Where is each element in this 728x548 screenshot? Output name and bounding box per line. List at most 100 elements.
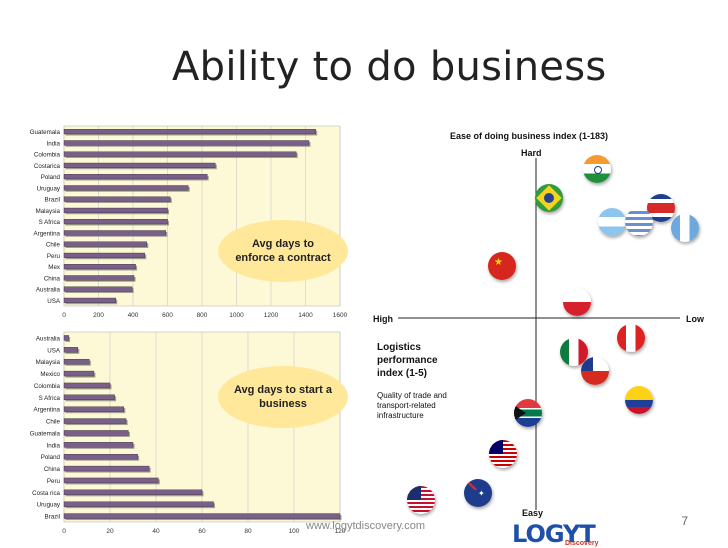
category-label: Poland bbox=[41, 174, 61, 181]
category-label: Brazil bbox=[45, 197, 60, 204]
hard-label: Hard bbox=[521, 148, 542, 158]
bar bbox=[63, 275, 135, 281]
category-label: China bbox=[44, 275, 61, 282]
category-label: Chile bbox=[46, 242, 61, 249]
bar bbox=[63, 230, 166, 236]
bar bbox=[63, 140, 310, 146]
category-label: Poland bbox=[41, 454, 61, 461]
logistics-subtitle: Quality of trade and transport-related i… bbox=[377, 391, 447, 420]
category-label: S Africa bbox=[39, 219, 61, 226]
tick-label: 40 bbox=[152, 528, 160, 535]
category-label: Chile bbox=[46, 419, 61, 426]
category-label: USA bbox=[47, 347, 61, 354]
bar bbox=[63, 286, 133, 292]
tick-label: 120 bbox=[335, 528, 346, 535]
category-label: India bbox=[47, 442, 61, 449]
chile-flag-icon bbox=[581, 357, 609, 385]
footer-url: www.logytdiscovery.com bbox=[306, 520, 425, 532]
bar bbox=[63, 442, 134, 448]
bar bbox=[63, 394, 115, 401]
category-label: Australia bbox=[36, 287, 61, 294]
china-flag-icon: ★ bbox=[488, 252, 516, 280]
start-business-callout: Avg days to start a business bbox=[218, 366, 348, 428]
colombia-flag-icon bbox=[625, 386, 653, 414]
bar bbox=[63, 453, 138, 460]
bar bbox=[63, 185, 189, 191]
bar bbox=[63, 162, 216, 168]
bar bbox=[63, 174, 208, 180]
category-label: Uruguay bbox=[37, 502, 61, 509]
bar bbox=[63, 196, 171, 202]
tick-label: 0 bbox=[62, 312, 66, 319]
bar bbox=[63, 129, 316, 135]
category-label: India bbox=[47, 140, 61, 147]
tick-label: 1600 bbox=[333, 312, 348, 319]
tick-label: 400 bbox=[128, 312, 139, 319]
tick-label: 0 bbox=[62, 528, 66, 535]
guatemala-flag-icon bbox=[671, 214, 699, 242]
category-label: Australia bbox=[36, 335, 61, 342]
bar bbox=[63, 430, 129, 436]
category-label: Costa rica bbox=[32, 490, 60, 497]
category-label: Malaysia bbox=[36, 359, 61, 366]
bar bbox=[63, 297, 116, 303]
bar bbox=[63, 418, 127, 424]
tick-label: 1200 bbox=[264, 312, 279, 319]
bar bbox=[63, 465, 150, 472]
poland-flag-icon bbox=[563, 288, 591, 316]
south-africa-flag-icon bbox=[514, 399, 542, 427]
malaysia-flag-icon bbox=[489, 440, 517, 468]
india-flag-icon bbox=[583, 155, 611, 183]
start-business-callout-text: Avg days to start a business bbox=[233, 384, 332, 410]
bar bbox=[63, 477, 159, 484]
bar bbox=[63, 347, 79, 353]
category-label: China bbox=[44, 466, 61, 473]
category-label: Mex bbox=[48, 264, 61, 271]
bar bbox=[63, 151, 297, 157]
category-label: S Africa bbox=[39, 395, 61, 402]
page-number: 7 bbox=[681, 514, 688, 528]
bar bbox=[63, 513, 341, 519]
logyt-logo-sub: Discovery bbox=[565, 540, 599, 547]
bar bbox=[63, 501, 214, 507]
category-label: Argentina bbox=[34, 407, 61, 414]
tick-label: 1400 bbox=[298, 312, 313, 319]
tick-label: 100 bbox=[289, 528, 300, 535]
bar bbox=[63, 264, 136, 270]
bar bbox=[63, 241, 148, 247]
tick-label: 20 bbox=[106, 528, 114, 535]
bar bbox=[63, 382, 111, 389]
bar bbox=[63, 207, 168, 213]
tick-label: 1000 bbox=[229, 312, 244, 319]
argentina-flag-icon bbox=[598, 208, 626, 236]
enforce-contract-bar-chart: 0 200 400 600 800 1000 1200 1400 1600 Guatemala In… bbox=[30, 125, 348, 319]
uruguay-flag-icon bbox=[625, 208, 653, 236]
category-label: Colombia bbox=[34, 152, 61, 159]
peru-flag-icon bbox=[617, 324, 645, 352]
low-label: Low bbox=[686, 314, 704, 324]
tick-label: 600 bbox=[162, 312, 173, 319]
easy-label: Easy bbox=[522, 508, 544, 518]
logistics-index-label: Logistics performance index (1-5) bbox=[377, 342, 438, 379]
tick-label: 60 bbox=[198, 528, 206, 535]
category-label: Argentina bbox=[34, 230, 61, 237]
tick-label: 800 bbox=[197, 312, 208, 319]
brazil-flag-icon bbox=[535, 184, 563, 212]
bar bbox=[63, 219, 168, 225]
category-label: Peru bbox=[47, 478, 61, 485]
bar bbox=[63, 489, 203, 496]
category-label: Malaysia bbox=[36, 208, 61, 215]
category-label: Peru bbox=[47, 253, 61, 260]
category-label: Costarica bbox=[34, 163, 61, 170]
category-label: Uruguay bbox=[37, 185, 61, 192]
enforce-contract-callout-text: Avg days to enforce a contract bbox=[235, 238, 331, 264]
category-label: Colombia bbox=[34, 383, 61, 390]
bar bbox=[63, 358, 90, 365]
bar bbox=[63, 406, 124, 412]
tick-label: 80 bbox=[244, 528, 252, 535]
high-label: High bbox=[373, 314, 393, 324]
slide-title: Ability to do business bbox=[172, 44, 607, 90]
category-label: Brazil bbox=[45, 514, 60, 521]
bar bbox=[63, 370, 95, 377]
